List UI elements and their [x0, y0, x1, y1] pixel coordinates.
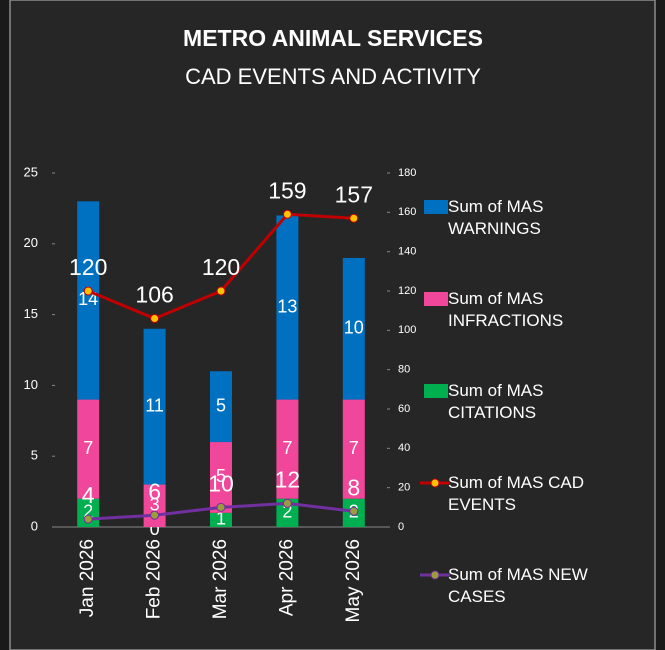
y-tick-label: 20 [24, 235, 38, 250]
bar-segment [210, 512, 232, 527]
legend-marker [430, 478, 440, 488]
bar-label: 5 [216, 395, 226, 415]
bar-label: 1 [216, 509, 226, 529]
legend-label: Sum of MAS NEW CASES [448, 565, 588, 606]
bar-segment [342, 257, 365, 400]
x-tick-label: May 2026 [343, 539, 364, 622]
line-label: 120 [202, 254, 240, 280]
bar-label: 2 [282, 502, 292, 522]
line-label: 157 [335, 181, 373, 207]
line-label: 159 [268, 177, 306, 203]
bar-segment [143, 328, 166, 485]
y2-tick-label: 20 [398, 482, 410, 494]
line-marker [282, 498, 292, 508]
line-marker [83, 286, 93, 296]
legend-swatch [424, 292, 448, 306]
y2-tick-label: 80 [398, 364, 410, 376]
legend-label: Sum of MAS INFRACTIONS [448, 289, 564, 330]
y2-tick-label: 160 [398, 206, 416, 218]
y-tick-label: 10 [24, 377, 38, 392]
bar-segment [77, 399, 100, 499]
line-label: 4 [82, 482, 95, 508]
y2-tick-label: 0 [398, 521, 404, 533]
legend-label: Sum of MAS CITATIONS [448, 381, 544, 422]
x-tick-label: Mar 2026 [210, 539, 231, 619]
bar-label: 10 [344, 318, 364, 338]
bar-label: 5 [216, 466, 226, 486]
line-label: 12 [275, 466, 301, 492]
bar-segment [77, 201, 100, 400]
y2-tick-label: 60 [398, 403, 410, 415]
legend-marker [430, 570, 440, 580]
y2-tick-label: 40 [398, 442, 410, 454]
line-label: 106 [135, 282, 173, 308]
bar-label: 2 [83, 502, 93, 522]
line-marker [150, 510, 160, 520]
bar-segment [276, 399, 299, 499]
line-label: 10 [208, 470, 234, 496]
bar-label: 7 [282, 438, 292, 458]
bar-segment [276, 215, 299, 400]
y-tick-label: 15 [24, 306, 38, 321]
legend-label: Sum of MAS WARNINGS [448, 197, 544, 238]
legend-swatch [424, 200, 448, 214]
line-marker [216, 502, 226, 512]
line-marker [282, 209, 292, 219]
line-label: 6 [148, 478, 161, 504]
line-label: 120 [69, 254, 107, 280]
bar-label: 3 [150, 495, 160, 515]
chart-frame [9, 0, 656, 650]
legend-swatch [424, 384, 448, 398]
bar-segment [276, 498, 299, 527]
y2-tick-label: 100 [398, 324, 416, 336]
bar-segment [342, 399, 365, 499]
line-marker [349, 506, 359, 516]
y-tick-label: 5 [31, 448, 38, 463]
line-marker [216, 286, 226, 296]
y2-tick-label: 140 [398, 246, 416, 258]
bar-label: 7 [83, 438, 93, 458]
chart-title: METRO ANIMAL SERVICES [183, 25, 483, 51]
y2-tick-label: 120 [398, 285, 416, 297]
bar-segment [210, 442, 232, 513]
bar-label: 0 [150, 519, 160, 539]
bar-segment [210, 371, 232, 443]
bar-label: 7 [349, 438, 359, 458]
x-tick-label: Jan 2026 [77, 539, 98, 617]
line-label: 8 [347, 474, 360, 500]
legend-label: Sum of MAS CAD EVENTS [448, 473, 585, 514]
y-tick-label: 25 [24, 164, 38, 179]
y2-tick-label: 180 [398, 167, 416, 179]
bar-label: 13 [277, 296, 297, 316]
chart-subtitle: CAD EVENTS AND ACTIVITY [185, 64, 481, 89]
line-marker [349, 213, 359, 223]
line-marker [150, 314, 160, 324]
x-tick-label: Apr 2026 [276, 539, 297, 616]
bar-label: 11 [145, 395, 164, 415]
line-marker [83, 514, 93, 524]
x-tick-label: Feb 2026 [144, 539, 165, 619]
y-tick-label: 0 [31, 518, 38, 533]
